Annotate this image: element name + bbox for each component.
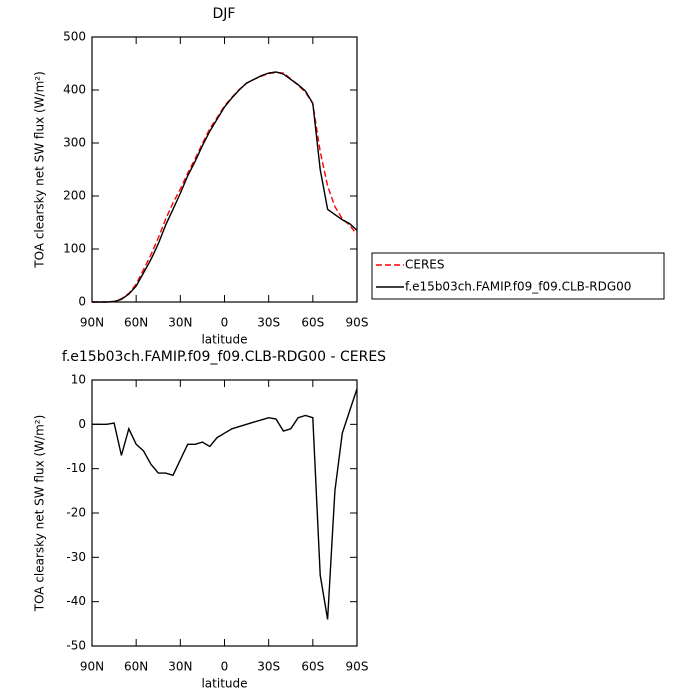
- y-tick-label: 0: [78, 417, 86, 431]
- x-tick-label: 90N: [80, 316, 104, 330]
- x-tick-label: 90S: [346, 316, 369, 330]
- data-line: [92, 71, 358, 303]
- x-axis-label: latitude: [201, 333, 247, 347]
- x-tick-label: 0: [221, 316, 229, 330]
- data-line: [92, 388, 358, 620]
- y-tick-label: -40: [66, 594, 86, 608]
- legend-label: CERES: [405, 258, 445, 272]
- y-tick-label: -20: [66, 506, 86, 520]
- chart-title: DJF: [213, 6, 236, 22]
- y-tick-label: -50: [66, 639, 86, 653]
- legend-label: f.e15b03ch.FAMIP.f09_f09.CLB-RDG00: [405, 280, 631, 294]
- y-tick-label: 300: [63, 136, 86, 150]
- x-axis-label: latitude: [201, 677, 247, 691]
- y-tick-label: -30: [66, 550, 86, 564]
- x-tick-label: 30S: [257, 316, 280, 330]
- y-tick-label: -10: [66, 461, 86, 475]
- x-tick-label: 90S: [346, 660, 369, 674]
- x-tick-label: 30N: [168, 316, 192, 330]
- plot-frame: [91, 36, 358, 303]
- x-tick-label: 0: [221, 660, 229, 674]
- y-tick-label: 500: [63, 30, 86, 44]
- y-axis-label: TOA clearsky net SW flux (W/m²): [33, 415, 47, 613]
- y-tick-label: 0: [78, 295, 86, 309]
- x-tick-label: 60N: [124, 660, 148, 674]
- x-tick-label: 60S: [301, 316, 324, 330]
- x-tick-label: 30N: [168, 660, 192, 674]
- x-tick-label: 60N: [124, 316, 148, 330]
- x-tick-label: 90N: [80, 660, 104, 674]
- y-tick-label: 400: [63, 83, 86, 97]
- y-tick-label: 100: [63, 242, 86, 256]
- x-tick-label: 60S: [301, 660, 324, 674]
- y-tick-label: 10: [71, 373, 86, 387]
- legend-box: [371, 252, 665, 300]
- chart-title: f.e15b03ch.FAMIP.f09_f09.CLB-RDG00 - CER…: [62, 349, 386, 365]
- y-tick-label: 200: [63, 189, 86, 203]
- y-axis-label: TOA clearsky net SW flux (W/m²): [33, 71, 47, 269]
- x-tick-label: 30S: [257, 660, 280, 674]
